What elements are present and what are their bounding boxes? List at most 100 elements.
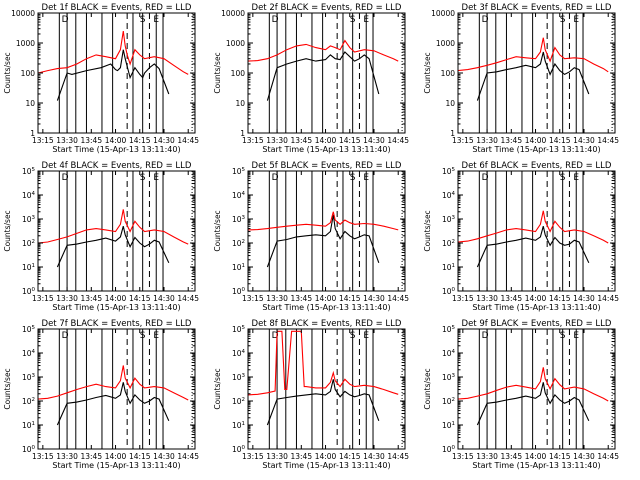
y-tick-label: 103 xyxy=(442,215,456,224)
y-tick-label: 10000 xyxy=(431,9,455,18)
y-tick-label: 104 xyxy=(232,191,246,200)
x-tick-label: 13:15 xyxy=(32,136,54,145)
x-tick-label: 14:15 xyxy=(339,452,361,461)
y-tick-label: 102 xyxy=(232,397,245,406)
y-tick-label: 10 xyxy=(25,99,35,108)
event-letter: D xyxy=(62,15,69,25)
event-letter: E xyxy=(153,15,159,25)
y-axis-label: Counts/sec xyxy=(423,52,432,93)
y-axis-label: Counts/sec xyxy=(3,210,12,251)
x-tick-label: 13:15 xyxy=(242,452,264,461)
event-letter: D xyxy=(62,331,69,341)
x-tick-label: 14:45 xyxy=(387,294,409,303)
x-tick-label: 14:30 xyxy=(153,136,175,145)
y-axis-label: Counts/sec xyxy=(3,368,12,409)
y-tick-label: 103 xyxy=(22,215,36,224)
event-letter: S xyxy=(560,331,566,341)
y-tick-label: 103 xyxy=(442,373,456,382)
y-tick-label: 1000 xyxy=(16,39,35,48)
x-tick-label: 14:00 xyxy=(105,294,127,303)
plot-frame xyxy=(457,328,616,450)
x-axis-label: Start Time (15-Apr-13 13:11:40) xyxy=(52,303,180,312)
y-axis-label: Counts/sec xyxy=(3,52,12,93)
x-tick-label: 14:30 xyxy=(363,136,385,145)
plot-frame xyxy=(37,170,196,292)
x-tick-label: 13:30 xyxy=(56,294,78,303)
y-tick-label: 101 xyxy=(442,421,455,430)
x-tick-label: 14:00 xyxy=(525,136,547,145)
panel-3: Det 3f BLACK = Events, RED = LLD D S E 1 10 10… xyxy=(423,3,619,154)
event-letter: S xyxy=(140,331,146,341)
x-tick-label: 13:30 xyxy=(476,294,498,303)
x-tick-label: 14:15 xyxy=(129,136,151,145)
events-series-line xyxy=(476,51,590,101)
event-letter: S xyxy=(140,173,146,183)
y-tick-label: 1 xyxy=(240,129,245,138)
plot-frame xyxy=(247,12,406,134)
x-tick-label: 14:15 xyxy=(129,294,151,303)
x-tick-label: 14:15 xyxy=(339,294,361,303)
y-tick-label: 105 xyxy=(232,167,246,176)
panel-title: Det 1f BLACK = Events, RED = LLD xyxy=(42,3,192,13)
event-letter: D xyxy=(482,331,489,341)
y-axis-label: Counts/sec xyxy=(423,368,432,409)
y-tick-label: 104 xyxy=(22,191,36,200)
x-tick-label: 14:30 xyxy=(573,136,595,145)
y-tick-label: 10 xyxy=(235,99,245,108)
y-tick-label: 103 xyxy=(232,373,246,382)
plot-frame xyxy=(247,328,406,450)
x-tick-label: 13:15 xyxy=(32,294,54,303)
y-axis-label: Counts/sec xyxy=(423,210,432,251)
x-axis-label: Start Time (15-Apr-13 13:11:40) xyxy=(262,303,390,312)
y-tick-label: 10 xyxy=(445,99,455,108)
panel-title: Det 2f BLACK = Events, RED = LLD xyxy=(252,3,402,13)
lld-series-line xyxy=(247,330,399,396)
y-tick-label: 1000 xyxy=(226,39,245,48)
x-axis-label: Start Time (15-Apr-13 13:11:40) xyxy=(262,145,390,154)
y-axis-label: Counts/sec xyxy=(213,368,222,409)
x-tick-label: 14:00 xyxy=(105,452,127,461)
event-letter: S xyxy=(140,15,146,25)
y-tick-label: 101 xyxy=(22,263,35,272)
x-tick-label: 14:00 xyxy=(105,136,127,145)
y-axis-label: Counts/sec xyxy=(213,52,222,93)
plot-frame xyxy=(457,170,616,292)
y-tick-label: 10000 xyxy=(221,9,245,18)
x-tick-label: 14:45 xyxy=(387,452,409,461)
y-tick-label: 102 xyxy=(22,239,35,248)
x-tick-label: 13:30 xyxy=(476,136,498,145)
event-letter: E xyxy=(363,173,369,183)
panel-5: Det 5f BLACK = Events, RED = LLD D S E 100 10… xyxy=(213,161,409,312)
plot-frame xyxy=(37,328,196,450)
panel-8: Det 8f BLACK = Events, RED = LLD D S E 100 10… xyxy=(213,319,409,470)
panel-4: Det 4f BLACK = Events, RED = LLD D S E 100 10… xyxy=(3,161,199,312)
lld-series-line xyxy=(37,365,189,401)
y-tick-label: 100 xyxy=(22,445,36,454)
y-tick-label: 103 xyxy=(232,215,246,224)
event-letter: D xyxy=(272,15,279,25)
x-tick-label: 14:30 xyxy=(573,452,595,461)
x-tick-label: 14:45 xyxy=(177,452,199,461)
x-axis-label: Start Time (15-Apr-13 13:11:40) xyxy=(52,461,180,470)
y-tick-label: 10000 xyxy=(11,9,35,18)
event-letter: D xyxy=(272,331,279,341)
panel-2: Det 2f BLACK = Events, RED = LLD D S E 1 10 10… xyxy=(213,3,409,154)
x-tick-label: 14:00 xyxy=(525,452,547,461)
panel-title: Det 4f BLACK = Events, RED = LLD xyxy=(42,161,192,171)
y-tick-label: 1 xyxy=(30,129,35,138)
y-tick-label: 104 xyxy=(442,191,456,200)
x-axis-label: Start Time (15-Apr-13 13:11:40) xyxy=(262,461,390,470)
event-letter: D xyxy=(272,173,279,183)
x-tick-label: 13:15 xyxy=(452,294,474,303)
events-series-line xyxy=(56,49,170,101)
x-tick-label: 14:30 xyxy=(363,294,385,303)
events-series-line xyxy=(56,226,170,268)
x-tick-label: 13:15 xyxy=(242,294,264,303)
x-tick-label: 14:15 xyxy=(549,294,571,303)
lld-series-line xyxy=(247,39,399,62)
x-tick-label: 14:00 xyxy=(525,294,547,303)
y-tick-label: 101 xyxy=(442,263,455,272)
panel-title: Det 3f BLACK = Events, RED = LLD xyxy=(462,3,612,13)
x-tick-label: 14:00 xyxy=(315,452,337,461)
